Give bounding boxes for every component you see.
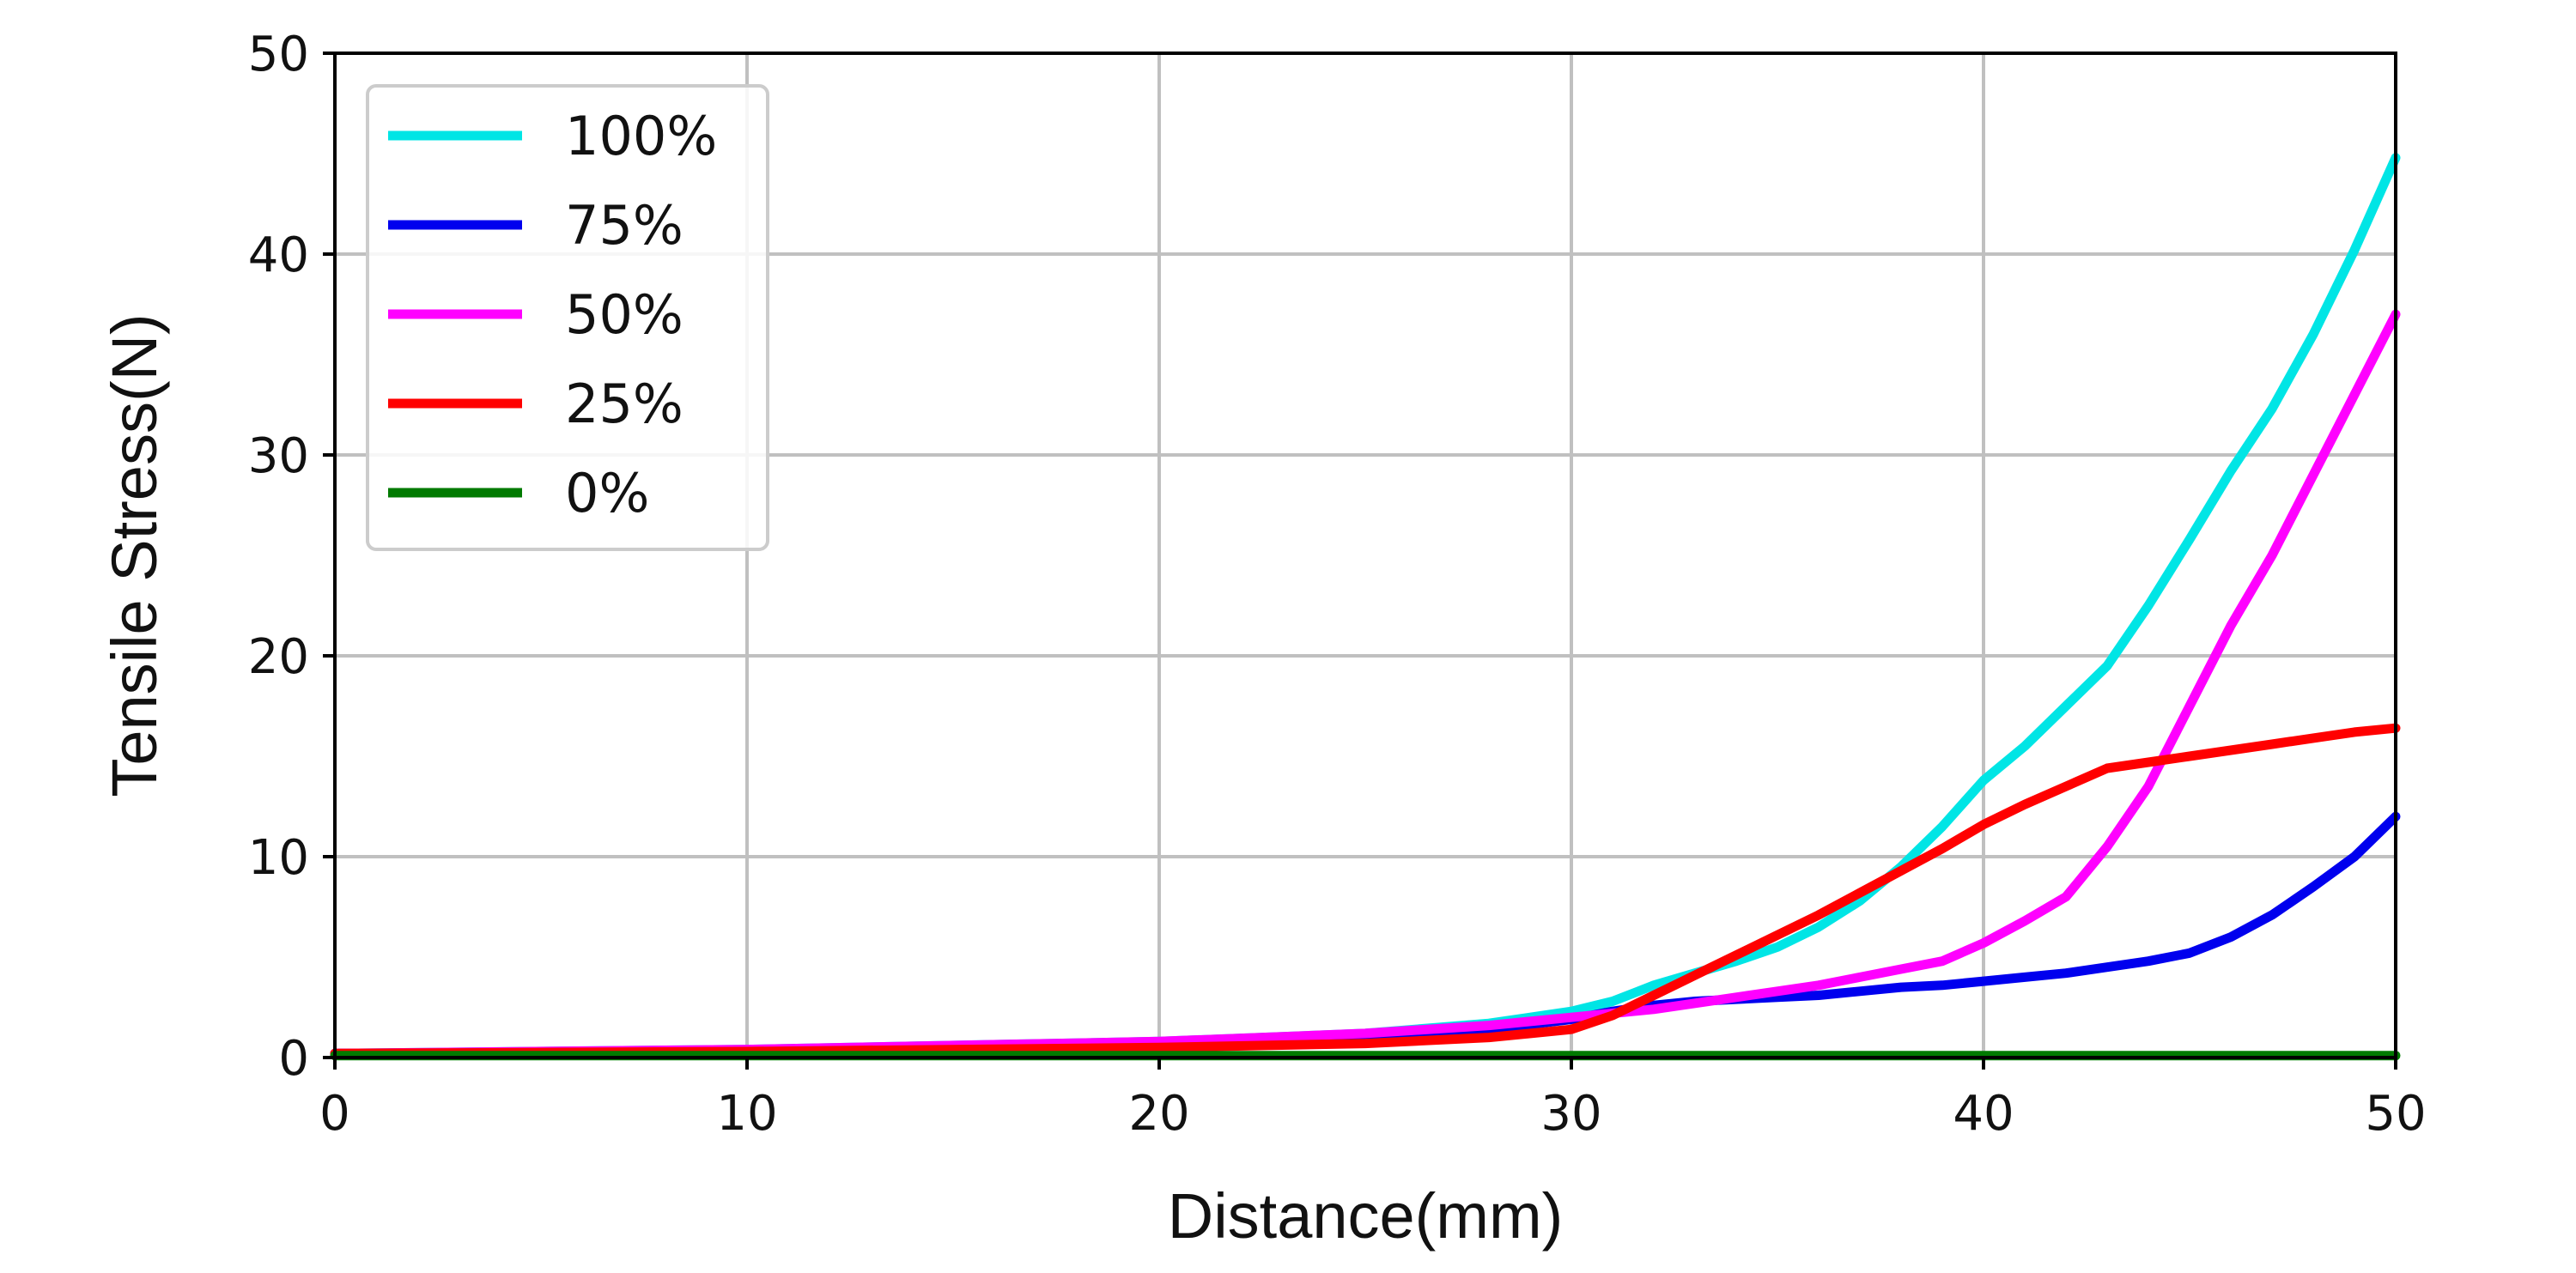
series-line-3 [330,309,2401,1058]
x-tick-label: 30 [1540,1086,1601,1142]
series-lines [330,153,2401,1061]
y-tick-label: 10 [248,830,309,886]
series-line-4 [330,723,2401,1058]
y-tick-label: 40 [248,227,309,283]
legend: 100% 75% 50% 25% 0% [366,84,769,551]
legend-label: 75% [565,194,683,257]
x-tick-label: 0 [319,1086,350,1142]
axis-ticks: 0 10 20 30 40 50 0 10 20 30 40 50 [248,27,2427,1142]
y-axis-title: Tensile Stress(N) [99,313,170,797]
x-tick-label: 40 [1953,1086,2014,1142]
legend-label: 50% [565,283,683,346]
x-tick-label: 20 [1128,1086,1189,1142]
x-tick-label: 10 [716,1086,777,1142]
plot-frame [333,52,2397,1059]
x-tick-label: 50 [2365,1086,2426,1142]
legend-box [366,84,769,551]
legend-label: 25% [565,373,683,435]
y-tick-label: 30 [248,428,309,484]
legend-label: 0% [565,462,649,524]
y-tick-label: 50 [248,27,309,82]
y-tick-label: 20 [248,629,309,685]
legend-label: 100% [565,105,717,167]
y-tick-label: 0 [278,1031,309,1087]
x-axis-title: Distance(mm) [1168,1180,1563,1252]
